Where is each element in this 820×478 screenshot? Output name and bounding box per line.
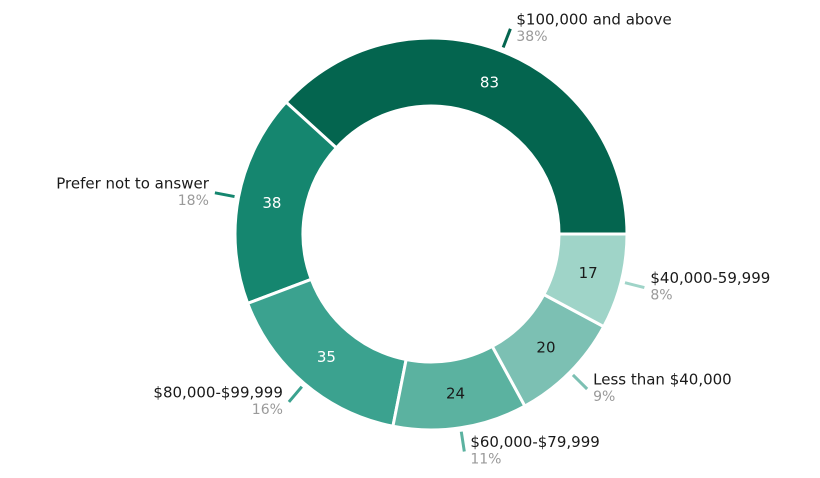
donut-segment — [541, 232, 629, 329]
value-label: 35 — [317, 348, 336, 366]
leader-line — [571, 373, 589, 391]
category-label: $80,000-$99,999 — [153, 383, 282, 401]
leader-line — [214, 191, 235, 199]
leader-line — [501, 28, 512, 49]
category-label: $100,000 and above — [516, 10, 671, 28]
percent-label: 11% — [470, 451, 501, 467]
leader-line — [287, 385, 303, 403]
percent-label: 9% — [593, 389, 615, 405]
percent-label: 38% — [516, 29, 547, 45]
donut-segment — [283, 36, 629, 236]
value-label: 17 — [579, 264, 598, 282]
category-label: Less than $40,000 — [593, 370, 732, 388]
percent-label: 16% — [252, 402, 283, 418]
value-label: 83 — [480, 73, 499, 91]
percent-label: 8% — [650, 288, 672, 304]
category-label: $60,000-$79,999 — [470, 433, 599, 451]
value-label: 20 — [536, 339, 555, 357]
value-label: 24 — [446, 385, 465, 403]
leader-line — [624, 281, 645, 290]
leader-line — [459, 431, 466, 452]
category-label: $40,000-59,999 — [650, 269, 770, 287]
value-label: 38 — [262, 194, 281, 212]
category-label: Prefer not to answer — [56, 174, 209, 192]
percent-label: 18% — [178, 193, 209, 209]
donut-segment — [233, 99, 339, 306]
